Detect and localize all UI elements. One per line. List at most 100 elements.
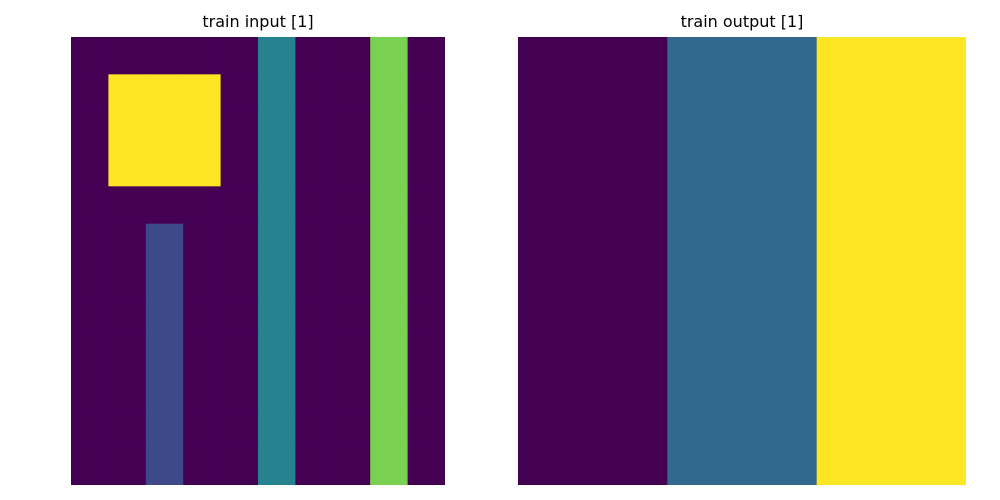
- grid-cell-r11-c0: [71, 447, 109, 485]
- grid-cell-r10-c0: [71, 410, 109, 449]
- grid-cell-r5-c9: [407, 223, 445, 262]
- grid-cell-r5-c2: [145, 223, 184, 262]
- grid-cell-r0-c3: [183, 37, 222, 75]
- grid-cell-r2-c7: [332, 111, 371, 150]
- grid-cell-r2-c9: [407, 111, 445, 150]
- grid-cell-r7-c1: [108, 298, 147, 337]
- grid-cell-r11-c7: [332, 447, 371, 485]
- grid-cell-r3-c2: [145, 149, 184, 187]
- grid-cell-r7-c5: [258, 298, 296, 337]
- grid-cell-r6-c7: [332, 261, 371, 299]
- grid-cell-r9-c2: [145, 373, 184, 411]
- grid-cell-r8-c4: [220, 335, 259, 374]
- grid-cell-r10-c1: [108, 410, 147, 449]
- grid-cell-r3-c4: [220, 149, 259, 187]
- grid-cell-r0-c7: [332, 37, 371, 75]
- grid-cell-r8-c9: [407, 335, 445, 374]
- grid-cell-r7-c4: [220, 298, 259, 337]
- grid-cell-r7-c7: [332, 298, 371, 337]
- grid-cell-r3-c7: [332, 149, 371, 187]
- grid-cell-r6-c1: [108, 261, 147, 299]
- grid-cell-r0-c0: [71, 37, 109, 75]
- grid-cell-r4-c7: [332, 186, 371, 225]
- grid-cell-r2-c3: [183, 111, 222, 150]
- grid-cell-r8-c5: [258, 335, 296, 374]
- grid-cell-r7-c6: [295, 298, 334, 337]
- grid-cell-r2-c0: [71, 111, 109, 150]
- grid-cell-r6-c3: [183, 261, 222, 299]
- grid-cell-r10-c8: [370, 410, 409, 449]
- train-input-panel: train input [1]: [71, 10, 445, 486]
- grid-cell-r4-c2: [145, 186, 184, 225]
- grid-cell-r3-c3: [183, 149, 222, 187]
- grid-cell-r6-c0: [71, 261, 109, 299]
- grid-cell-r8-c0: [71, 335, 109, 374]
- grid-cell-r6-c6: [295, 261, 334, 299]
- grid-cell-r0-c1: [108, 37, 147, 75]
- grid-cell-r2-c5: [258, 111, 296, 150]
- grid-cell-r9-c6: [295, 373, 334, 411]
- grid-cell-r11-c2: [145, 447, 184, 485]
- grid-cell-r9-c8: [370, 373, 409, 411]
- grid-cell-r5-c7: [332, 223, 371, 262]
- grid-cell-r4-c0: [71, 186, 109, 225]
- grid-cell-r1-c3: [183, 74, 222, 113]
- grid-cell-r0-c1: [667, 37, 818, 485]
- grid-cell-r3-c8: [370, 149, 409, 187]
- grid-cell-r0-c0: [518, 37, 668, 485]
- grid-cell-r1-c1: [108, 74, 147, 113]
- grid-cell-r9-c3: [183, 373, 222, 411]
- grid-cell-r1-c4: [220, 74, 259, 113]
- grid-cell-r8-c6: [295, 335, 334, 374]
- grid-cell-r1-c6: [295, 74, 334, 113]
- grid-cell-r6-c8: [370, 261, 409, 299]
- grid-cell-r11-c9: [407, 447, 445, 485]
- train-input-title: train input [1]: [202, 12, 314, 31]
- grid-cell-r5-c8: [370, 223, 409, 262]
- grid-cell-r0-c5: [258, 37, 296, 75]
- grid-cell-r6-c5: [258, 261, 296, 299]
- grid-cell-r7-c0: [71, 298, 109, 337]
- grid-cell-r2-c2: [145, 111, 184, 150]
- grid-cell-r4-c5: [258, 186, 296, 225]
- grid-cell-r5-c0: [71, 223, 109, 262]
- grid-cell-r10-c4: [220, 410, 259, 449]
- grid-cell-r8-c3: [183, 335, 222, 374]
- grid-cell-r5-c4: [220, 223, 259, 262]
- grid-cell-r6-c9: [407, 261, 445, 299]
- grid-cell-r0-c6: [295, 37, 334, 75]
- grid-cell-r6-c4: [220, 261, 259, 299]
- grid-cell-r4-c6: [295, 186, 334, 225]
- grid-cell-r7-c9: [407, 298, 445, 337]
- grid-cell-r8-c8: [370, 335, 409, 374]
- grid-cell-r0-c8: [370, 37, 409, 75]
- train-output-title: train output [1]: [680, 12, 804, 31]
- grid-cell-r8-c7: [332, 335, 371, 374]
- grid-cell-r3-c9: [407, 149, 445, 187]
- grid-cell-r11-c5: [258, 447, 296, 485]
- grid-cell-r2-c1: [108, 111, 147, 150]
- grid-cell-r7-c8: [370, 298, 409, 337]
- grid-cell-r10-c2: [145, 410, 184, 449]
- grid-cell-r11-c4: [220, 447, 259, 485]
- grid-cell-r0-c2: [145, 37, 184, 75]
- grid-cell-r5-c5: [258, 223, 296, 262]
- grid-cell-r9-c5: [258, 373, 296, 411]
- grid-cell-r1-c9: [407, 74, 445, 113]
- grid-cell-r9-c9: [407, 373, 445, 411]
- grid-cell-r3-c5: [258, 149, 296, 187]
- grid-cell-r8-c1: [108, 335, 147, 374]
- grid-cell-r11-c3: [183, 447, 222, 485]
- grid-cell-r5-c6: [295, 223, 334, 262]
- train-output-panel: train output [1]: [518, 10, 966, 486]
- grid-cell-r3-c6: [295, 149, 334, 187]
- grid-cell-r11-c6: [295, 447, 334, 485]
- grid-cell-r10-c5: [258, 410, 296, 449]
- grid-cell-r11-c8: [370, 447, 409, 485]
- grid-cell-r5-c3: [183, 223, 222, 262]
- grid-cell-r3-c1: [108, 149, 147, 187]
- grid-cell-r10-c7: [332, 410, 371, 449]
- grid-cell-r5-c1: [108, 223, 147, 262]
- grid-cell-r3-c0: [71, 149, 109, 187]
- grid-cell-r4-c3: [183, 186, 222, 225]
